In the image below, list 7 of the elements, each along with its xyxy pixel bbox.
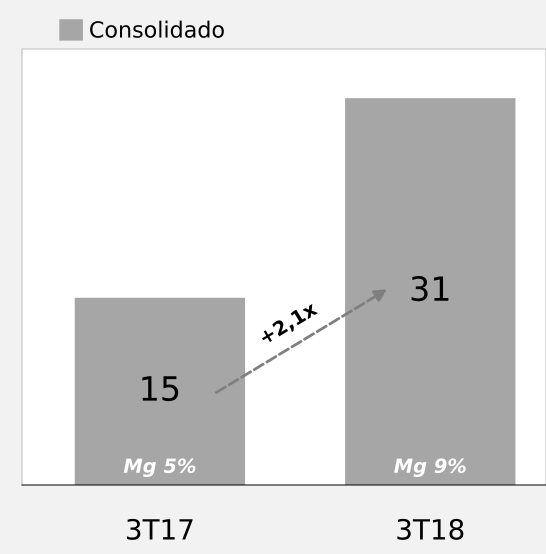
- annotation: Mg 5%: [124, 458, 196, 477]
- data-label: 31: [412, 276, 448, 302]
- x-tick-label: 3T18: [397, 518, 464, 540]
- legend-label: Consolidado: [90, 20, 224, 38]
- x-tick-label: 3T17: [127, 518, 193, 540]
- annotation: Mg 9%: [394, 458, 466, 477]
- data-label: 15: [142, 376, 178, 402]
